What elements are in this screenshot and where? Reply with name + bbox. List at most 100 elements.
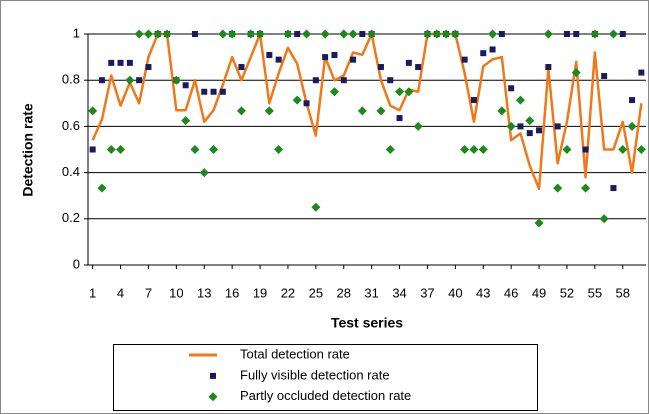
diamond-marker xyxy=(543,29,553,39)
square-marker xyxy=(219,88,226,95)
diamond-marker xyxy=(162,29,172,39)
diamond-marker xyxy=(190,145,200,154)
x-tick-label: 43 xyxy=(476,285,490,300)
diamond-marker xyxy=(422,29,432,39)
x-tick-label: 7 xyxy=(145,285,152,300)
legend-box xyxy=(113,344,538,411)
square-marker xyxy=(322,54,329,61)
y-tick-label: 1 xyxy=(73,25,80,40)
square-marker xyxy=(210,88,217,95)
square-marker xyxy=(396,115,403,122)
y-tick-label: 0.6 xyxy=(62,118,80,133)
x-tick-label: 19 xyxy=(253,285,267,300)
x-tick-label: 46 xyxy=(504,285,518,300)
diamond-marker xyxy=(590,29,600,39)
x-tick-label: 37 xyxy=(420,285,434,300)
square-marker xyxy=(191,31,198,37)
square-marker xyxy=(629,97,636,104)
diamond-marker xyxy=(153,29,163,39)
x-tick-label: 25 xyxy=(309,285,323,300)
square-marker xyxy=(303,100,310,107)
square-marker xyxy=(526,130,533,137)
diamond-marker xyxy=(88,106,98,116)
diamond-marker xyxy=(357,106,367,116)
diamond-marker xyxy=(581,183,591,193)
diamond-marker xyxy=(218,29,228,39)
total-line xyxy=(91,32,643,191)
diamond-marker xyxy=(264,106,274,116)
square-marker xyxy=(126,59,133,66)
diamond-marker xyxy=(339,29,349,39)
x-tick-label: 13 xyxy=(197,285,211,300)
square-marker xyxy=(387,77,394,84)
diamond-marker xyxy=(450,29,460,39)
square-marker xyxy=(210,372,216,379)
square-marker xyxy=(145,64,152,71)
square-marker xyxy=(405,59,412,66)
diamond-marker xyxy=(236,106,246,116)
square-marker xyxy=(294,31,301,37)
square-marker xyxy=(266,52,273,59)
square-marker xyxy=(489,46,496,53)
diamond-marker xyxy=(432,29,442,39)
y-tick-label: 0 xyxy=(73,256,80,271)
diamond-marker xyxy=(171,75,181,85)
diamond-marker xyxy=(283,29,293,39)
square-marker xyxy=(377,64,384,71)
square-marker xyxy=(108,59,115,66)
diamond-marker xyxy=(320,29,330,39)
diamond-marker xyxy=(515,95,525,105)
diamond-marker xyxy=(181,116,191,126)
diamond-marker xyxy=(562,145,572,154)
diamond-marker xyxy=(255,29,265,39)
diamond-marker xyxy=(469,145,479,154)
square-marker xyxy=(563,31,570,37)
square-marker xyxy=(638,69,645,76)
x-tick-label: 10 xyxy=(169,285,183,300)
diamond-marker xyxy=(143,29,153,39)
square-marker xyxy=(610,185,617,192)
diamond-marker xyxy=(618,145,628,154)
diamond-marker xyxy=(376,106,386,116)
legend-label: Total detection rate xyxy=(240,346,350,361)
square-marker xyxy=(238,64,245,71)
diamond-marker xyxy=(385,145,395,154)
x-tick-label: 55 xyxy=(588,285,602,300)
square-marker xyxy=(182,82,189,89)
diamond-marker xyxy=(488,29,498,39)
x-tick-label: 1 xyxy=(89,285,96,300)
square-marker xyxy=(415,64,422,71)
square-marker xyxy=(98,77,105,84)
square-marker xyxy=(331,52,338,59)
diamond-marker xyxy=(134,29,144,39)
square-marker xyxy=(554,123,561,130)
x-tick-label: 28 xyxy=(337,285,351,300)
diamond-marker xyxy=(246,29,256,39)
diamond-marker xyxy=(636,145,646,154)
diamond-marker xyxy=(599,214,609,224)
diamond-marker xyxy=(311,202,321,212)
diamond-marker xyxy=(571,68,581,78)
y-tick-label: 0.8 xyxy=(62,72,80,87)
square-marker xyxy=(480,50,487,57)
square-marker xyxy=(89,146,96,153)
diamond-marker xyxy=(525,116,535,126)
legend-label: Partly occluded detection rate xyxy=(240,388,411,403)
diamond-marker xyxy=(478,145,488,154)
square-marker xyxy=(508,85,515,92)
diamond-marker xyxy=(460,145,470,154)
diamond-marker xyxy=(292,95,302,105)
diamond-marker xyxy=(553,183,563,193)
square-marker xyxy=(201,88,208,95)
square-marker xyxy=(498,31,505,37)
square-marker xyxy=(470,97,477,104)
y-tick-label: 0.4 xyxy=(62,164,80,179)
diamond-marker xyxy=(274,145,284,154)
legend-label: Fully visible detection rate xyxy=(240,367,390,382)
diamond-marker xyxy=(506,121,516,131)
diamond-marker xyxy=(97,183,107,193)
x-tick-label: 34 xyxy=(392,285,406,300)
x-tick-label: 4 xyxy=(117,285,124,300)
diamond-marker xyxy=(497,106,507,116)
square-marker xyxy=(312,77,319,84)
